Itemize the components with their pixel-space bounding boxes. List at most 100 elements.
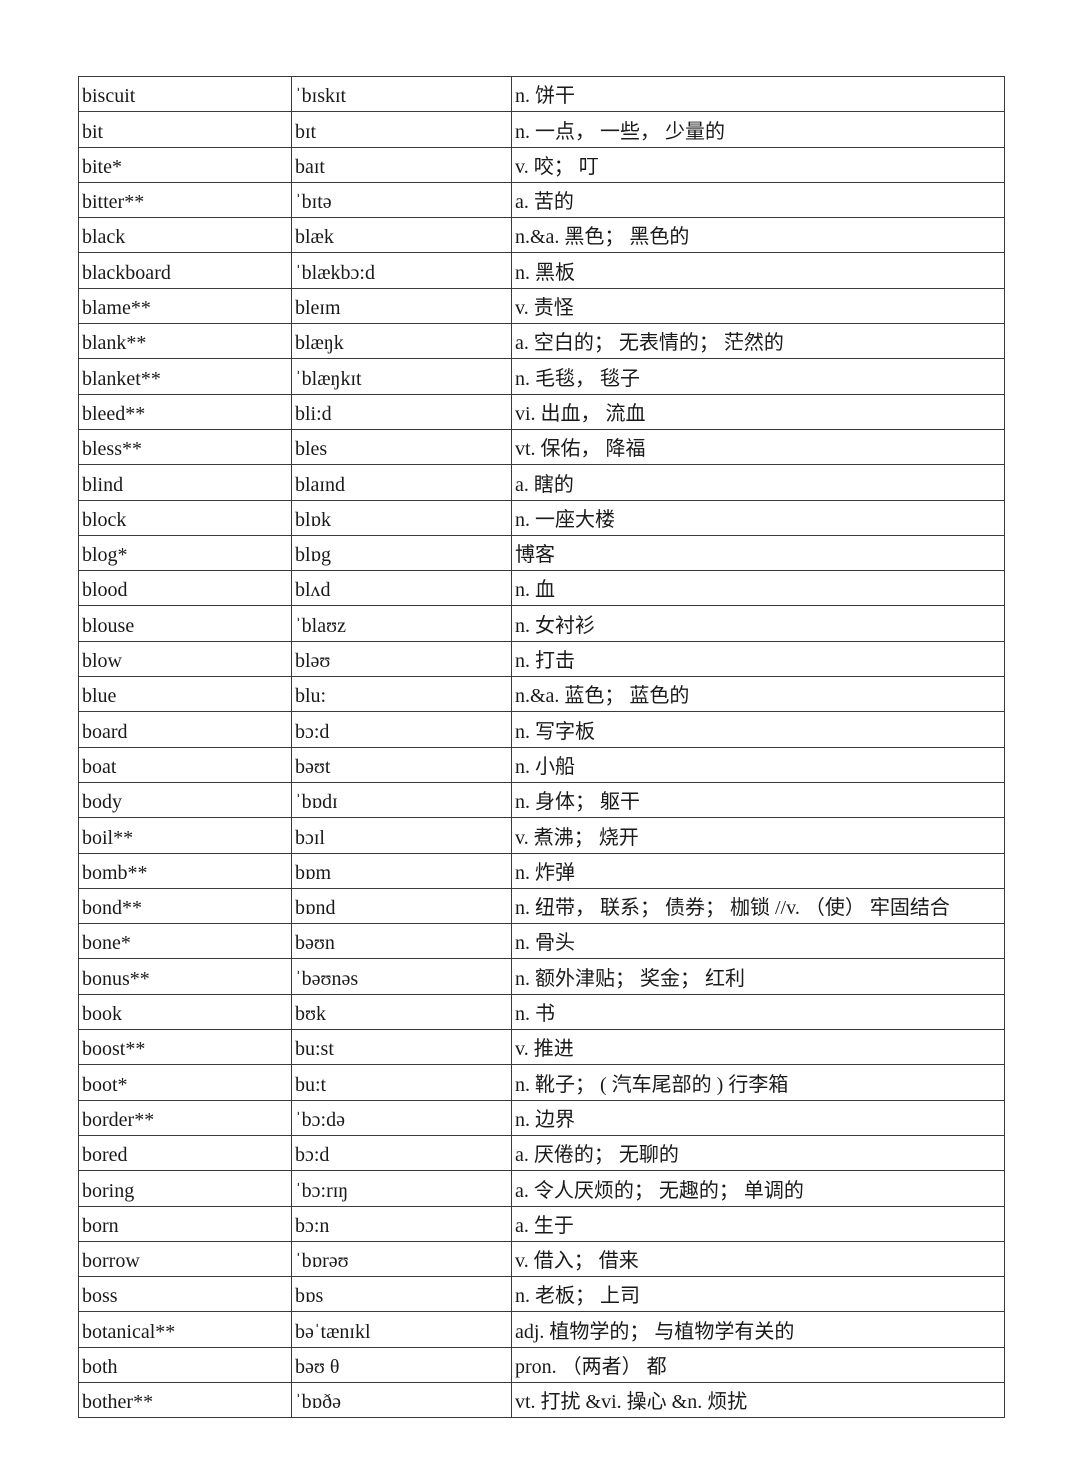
- table-row: blackboard ˈblækbɔ:d n. 黑板: [78, 252, 1005, 289]
- table-row: bless** bles vt. 保佑， 降福: [78, 428, 1005, 466]
- meaning-cell: a. 令人厌烦的； 无趣的； 单调的: [511, 1170, 1005, 1207]
- phonetic-cell: blu:: [291, 676, 512, 713]
- phonetic-cell: blɒk: [291, 499, 512, 536]
- word-cell: boil**: [78, 817, 292, 854]
- word-cell: block: [78, 499, 292, 536]
- meaning-cell: pron. （两者） 都: [511, 1346, 1005, 1383]
- word-cell: bit: [78, 111, 292, 148]
- meaning-cell: n. 黑板: [511, 252, 1005, 289]
- meaning-cell: vi. 出血， 流血: [511, 393, 1005, 430]
- meaning-cell: a. 瞎的: [511, 464, 1005, 501]
- table-row: blue blu: n.&a. 蓝色； 蓝色的: [78, 676, 1005, 713]
- word-cell: both: [78, 1346, 292, 1383]
- table-row: boost** bu:st v. 推进: [78, 1029, 1005, 1066]
- word-cell: blouse: [78, 605, 292, 642]
- phonetic-cell: bɒnd: [291, 887, 512, 925]
- meaning-cell: 博客: [511, 534, 1005, 572]
- table-row: biscuit ˈbɪskɪt n. 饼干: [78, 75, 1005, 113]
- meaning-cell: n. 一点， 一些， 少量的: [511, 111, 1005, 148]
- table-row: block blɒk n. 一座大楼: [78, 499, 1005, 536]
- table-row: bond** bɒnd n. 纽带， 联系； 债券； 枷锁 //v. （使） 牢固结…: [78, 887, 1005, 925]
- meaning-cell: n. 靴子； ( 汽车尾部的 ) 行李箱: [511, 1064, 1005, 1101]
- word-cell: border**: [78, 1099, 292, 1136]
- phonetic-cell: bleɪm: [291, 287, 512, 325]
- word-cell: boat: [78, 746, 292, 783]
- word-cell: bless**: [78, 428, 292, 466]
- word-cell: boost**: [78, 1029, 292, 1066]
- phonetic-cell: bəʊt: [291, 746, 512, 783]
- meaning-cell: v. 责怪: [511, 287, 1005, 325]
- word-cell: blackboard: [78, 252, 292, 289]
- word-cell: blog*: [78, 534, 292, 572]
- table-row: boring ˈbɔ:rɪŋ a. 令人厌烦的； 无趣的； 单调的: [78, 1170, 1005, 1207]
- meaning-cell: n. 纽带， 联系； 债券； 枷锁 //v. （使） 牢固结合: [511, 887, 1005, 925]
- word-cell: blue: [78, 676, 292, 713]
- table-row: blouse ˈblaʊz n. 女衬衫: [78, 605, 1005, 642]
- word-cell: blank**: [78, 323, 292, 360]
- meaning-cell: n. 女衬衫: [511, 605, 1005, 642]
- phonetic-cell: bles: [291, 428, 512, 466]
- word-cell: bond**: [78, 887, 292, 925]
- table-row: born bɔ:n a. 生于: [78, 1205, 1005, 1242]
- meaning-cell: v. 借入； 借来: [511, 1240, 1005, 1278]
- word-cell: boot*: [78, 1064, 292, 1101]
- meaning-cell: a. 厌倦的； 无聊的: [511, 1134, 1005, 1172]
- table-row: blame** bleɪm v. 责怪: [78, 287, 1005, 325]
- phonetic-cell: bləʊ: [291, 640, 512, 678]
- word-cell: black: [78, 217, 292, 254]
- phonetic-cell: baɪt: [291, 146, 512, 183]
- phonetic-cell: ˈbɒðə: [291, 1381, 512, 1419]
- meaning-cell: n.&a. 黑色； 黑色的: [511, 217, 1005, 254]
- phonetic-cell: ˈbɪskɪt: [291, 75, 512, 113]
- phonetic-cell: bɔ:n: [291, 1205, 512, 1242]
- table-row: blank** blæŋk a. 空白的； 无表情的； 茫然的: [78, 323, 1005, 360]
- table-row: boil** bɔɪl v. 煮沸； 烧开: [78, 817, 1005, 854]
- meaning-cell: n. 饼干: [511, 75, 1005, 113]
- table-row: bitter** ˈbɪtə a. 苦的: [78, 181, 1005, 219]
- meaning-cell: v. 咬； 叮: [511, 146, 1005, 183]
- phonetic-cell: bəˈtænɪkl: [291, 1311, 512, 1348]
- word-cell: blood: [78, 570, 292, 607]
- word-cell: bomb**: [78, 852, 292, 889]
- phonetic-cell: ˈbɪtə: [291, 181, 512, 219]
- table-row: body ˈbɒdɪ n. 身体； 躯干: [78, 781, 1005, 819]
- table-row: blanket** ˈblæŋkɪt n. 毛毯， 毯子: [78, 358, 1005, 395]
- word-cell: book: [78, 993, 292, 1031]
- phonetic-cell: ˈbəʊnəs: [291, 958, 512, 995]
- phonetic-cell: bəʊn: [291, 923, 512, 960]
- phonetic-cell: blɒg: [291, 534, 512, 572]
- meaning-cell: n. 一座大楼: [511, 499, 1005, 536]
- phonetic-cell: bɒm: [291, 852, 512, 889]
- vocabulary-rows: biscuit ˈbɪskɪt n. 饼干 bit bɪt n. 一点， 一些， 少量的 b…: [78, 75, 1005, 1419]
- meaning-cell: vt. 打扰 &vi. 操心 &n. 烦扰: [511, 1381, 1005, 1419]
- phonetic-cell: blæŋk: [291, 323, 512, 360]
- phonetic-cell: bɔɪl: [291, 817, 512, 854]
- word-cell: bother**: [78, 1381, 292, 1419]
- meaning-cell: n. 打击: [511, 640, 1005, 678]
- phonetic-cell: bɪt: [291, 111, 512, 148]
- word-cell: blind: [78, 464, 292, 501]
- meaning-cell: n. 骨头: [511, 923, 1005, 960]
- word-cell: blanket**: [78, 358, 292, 395]
- word-cell: bitter**: [78, 181, 292, 219]
- word-cell: body: [78, 781, 292, 819]
- phonetic-cell: bɒs: [291, 1276, 512, 1313]
- table-row: bomb** bɒm n. 炸弹: [78, 852, 1005, 889]
- table-row: boot* bu:t n. 靴子； ( 汽车尾部的 ) 行李箱: [78, 1064, 1005, 1101]
- table-row: borrow ˈbɒrəʊ v. 借入； 借来: [78, 1240, 1005, 1278]
- meaning-cell: v. 推进: [511, 1029, 1005, 1066]
- table-row: border** ˈbɔ:də n. 边界: [78, 1099, 1005, 1136]
- phonetic-cell: blʌd: [291, 570, 512, 607]
- table-row: bit bɪt n. 一点， 一些， 少量的: [78, 111, 1005, 148]
- word-cell: botanical**: [78, 1311, 292, 1348]
- word-cell: board: [78, 711, 292, 748]
- table-row: blow bləʊ n. 打击: [78, 640, 1005, 678]
- word-cell: borrow: [78, 1240, 292, 1278]
- meaning-cell: n. 小船: [511, 746, 1005, 783]
- table-row: boss bɒs n. 老板； 上司: [78, 1276, 1005, 1313]
- phonetic-cell: ˈbɒrəʊ: [291, 1240, 512, 1278]
- table-row: bother** ˈbɒðə vt. 打扰 &vi. 操心 &n. 烦扰: [78, 1381, 1005, 1419]
- meaning-cell: v. 煮沸； 烧开: [511, 817, 1005, 854]
- table-row: blood blʌd n. 血: [78, 570, 1005, 607]
- word-cell: biscuit: [78, 75, 292, 113]
